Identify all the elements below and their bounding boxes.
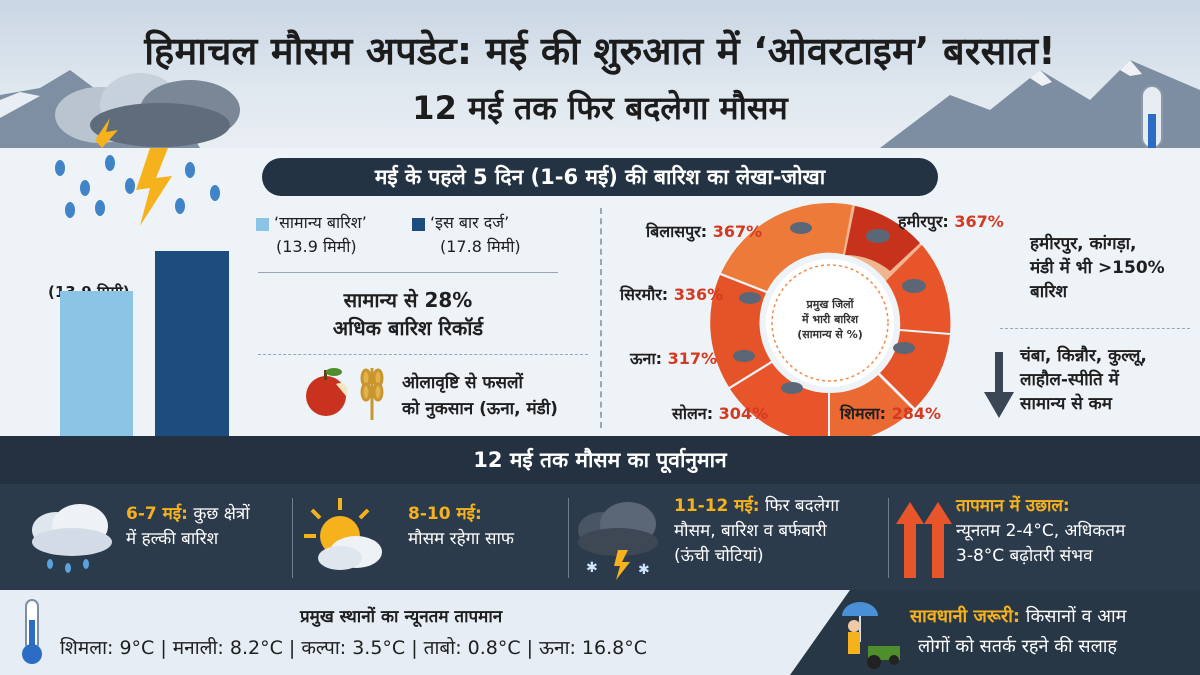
- forecast-divider: [888, 498, 889, 578]
- district-rain-donut: [710, 202, 951, 444]
- forecast-divider: [568, 498, 569, 578]
- forecast-text: 3-8°C बढ़ोतरी संभव: [956, 546, 1093, 566]
- district-label-una: ऊना: 317%: [630, 347, 717, 369]
- note-line: लाहौल-स्पीति में: [1020, 370, 1119, 390]
- hail-damage-text-2: को नुकसान (ऊना, मंडी): [402, 399, 558, 419]
- forecast-text: (ऊंची चोटियां): [674, 546, 764, 566]
- forecast-date: तापमान में उछाल:: [956, 496, 1070, 516]
- district-pct: 367%: [712, 222, 763, 241]
- district-pct: 336%: [673, 285, 724, 304]
- excess-rain-text-1: सामान्य से 28%: [343, 288, 473, 312]
- legend-actual-label: ‘इस बार दर्ज’: [430, 213, 510, 232]
- donut-center-label-1: प्रमुख जिलों: [806, 298, 854, 311]
- donut-center-label-3: (सामान्य से %): [797, 328, 863, 341]
- district-label-solan: सोलन: 304%: [672, 402, 768, 424]
- forecast-text: में हल्की बारिश: [126, 529, 219, 549]
- rain-cloud-icon: [32, 504, 112, 573]
- min-temp-values: शिमला: 9°C | मनाली: 8.2°C | कल्पा: 3.5°C…: [60, 637, 647, 659]
- forecast-text: मौसम, बारिश व बर्फबारी: [674, 521, 827, 541]
- rain-summary-section: मई के पहले 5 दिन (1-6 मई) की बारिश का ले…: [0, 148, 1200, 444]
- forecast-date: 8-10 मई:: [408, 504, 482, 524]
- donut-center-label-2: में भारी बारिश: [801, 313, 859, 326]
- divider-line-dashed: [258, 354, 588, 355]
- district-name: शिमला:: [840, 404, 886, 423]
- section-divider: [600, 208, 602, 428]
- thermometer-icon: [1141, 85, 1163, 148]
- note-high-rain: हमीरपुर, कांगड़ा, मंडी में भी >150% बारि…: [1030, 232, 1165, 304]
- sun-cloud-icon: [304, 498, 382, 570]
- down-arrow-icon: [984, 352, 1014, 418]
- forecast-item-4: तापमान में उछाल: न्यूनतम 2-4°C, अधिकतम 3…: [956, 494, 1125, 569]
- district-pct: 284%: [891, 404, 941, 423]
- caution-label: सावधानी जरूरी:: [910, 606, 1021, 627]
- min-temp-section: [0, 590, 850, 675]
- note-divider: [1000, 328, 1190, 329]
- thermometer-icon: [22, 599, 42, 664]
- forecast-section: 6-7 मई: कुछ क्षेत्रों में हल्की बारिश 8-…: [0, 484, 1200, 590]
- caution-line-2: लोगों को सतर्क रहने की सलाह: [918, 636, 1117, 657]
- umbrella-farmer-icon: [842, 602, 900, 669]
- legend-normal-label: ‘सामान्य बारिश’: [274, 213, 367, 232]
- district-label-sirmaur: सिरमौर: 336%: [620, 283, 723, 305]
- forecast-item-1: 6-7 मई: कुछ क्षेत्रों में हल्की बारिश: [126, 502, 250, 552]
- page-title: हिमाचल मौसम अपडेट: मई की शुरुआत में ‘ओवर…: [144, 29, 1056, 73]
- forecast-text: कुछ क्षेत्रों: [193, 504, 250, 524]
- snow-storm-icon: ✱ ✱: [578, 502, 658, 580]
- note-line: मंडी में भी >150%: [1030, 258, 1165, 278]
- district-pct: 367%: [954, 212, 1004, 231]
- forecast-item-3: 11-12 मई: फिर बदलेगा मौसम, बारिश व बर्फब…: [674, 494, 839, 569]
- page-subtitle: 12 मई तक फिर बदलेगा मौसम: [412, 89, 788, 127]
- forecast-date: 6-7 मई:: [126, 504, 188, 524]
- divider-line: [258, 272, 558, 273]
- legend-normal-swatch: [256, 218, 269, 231]
- district-label-hamirpur: हमीरपुर: 367%: [898, 210, 1004, 232]
- excess-rain-text-2: अधिक बारिश रिकॉर्ड: [332, 316, 484, 340]
- note-line: सामान्य से कम: [1020, 394, 1112, 414]
- note-line: चंबा, किन्नौर, कुल्लू,: [1020, 346, 1147, 366]
- forecast-text: फिर बदलेगा: [765, 496, 840, 516]
- forecast-text: न्यूनतम 2-4°C, अधिकतम: [956, 521, 1126, 541]
- forecast-date: 11-12 मई:: [674, 496, 760, 516]
- apple-wheat-icon: [306, 368, 384, 420]
- district-name: सोलन:: [672, 404, 714, 423]
- header: हिमाचल मौसम अपडेट: मई की शुरुआत में ‘ओवर…: [0, 0, 1200, 148]
- forecast-banner: 12 मई तक मौसम का पूर्वानुमान: [0, 436, 1200, 484]
- district-label-bilaspur: बिलासपुर: 367%: [646, 220, 762, 242]
- caution-text: किसानों व आम: [1025, 606, 1127, 627]
- district-label-shimla: शिमला: 284%: [840, 402, 941, 424]
- note-low-rain: चंबा, किन्नौर, कुल्लू, लाहौल-स्पीति में …: [1020, 344, 1147, 416]
- caution-line-1: सावधानी जरूरी: किसानों व आम: [910, 604, 1126, 628]
- forecast-item-2: 8-10 मई: मौसम रहेगा साफ: [408, 502, 514, 552]
- rain-summary-banner: मई के पहले 5 दिन (1-6 मई) की बारिश का ले…: [262, 158, 938, 196]
- district-name: सिरमौर:: [620, 285, 669, 304]
- forecast-text: मौसम रहेगा साफ: [408, 529, 514, 549]
- hail-damage-text-1: ओलावृष्टि से फसलों: [402, 373, 523, 393]
- rain-drops-icon: [55, 148, 220, 226]
- bar-actual-rain: [155, 251, 229, 436]
- svg-text:✱: ✱: [586, 560, 598, 576]
- up-arrow-icon: [896, 502, 952, 578]
- bar-normal-rain: [60, 291, 133, 436]
- district-pct: 304%: [718, 404, 769, 423]
- note-line: बारिश: [1030, 282, 1068, 302]
- note-line: हमीरपुर, कांगड़ा,: [1030, 234, 1137, 254]
- forecast-divider: [292, 498, 293, 578]
- svg-text:✱: ✱: [638, 562, 650, 578]
- district-name: हमीरपुर:: [898, 212, 949, 231]
- legend-normal-value: (13.9 मिमी): [276, 237, 357, 256]
- legend-actual-swatch: [412, 218, 425, 231]
- district-pct: 317%: [667, 349, 717, 368]
- min-temp-title: प्रमुख स्थानों का न्यूनतम तापमान: [300, 607, 503, 627]
- storm-cloud-icon: [55, 73, 240, 148]
- legend-actual-value: (17.8 मिमी): [440, 237, 521, 256]
- district-name: ऊना:: [630, 349, 662, 368]
- district-name: बिलासपुर:: [646, 222, 708, 241]
